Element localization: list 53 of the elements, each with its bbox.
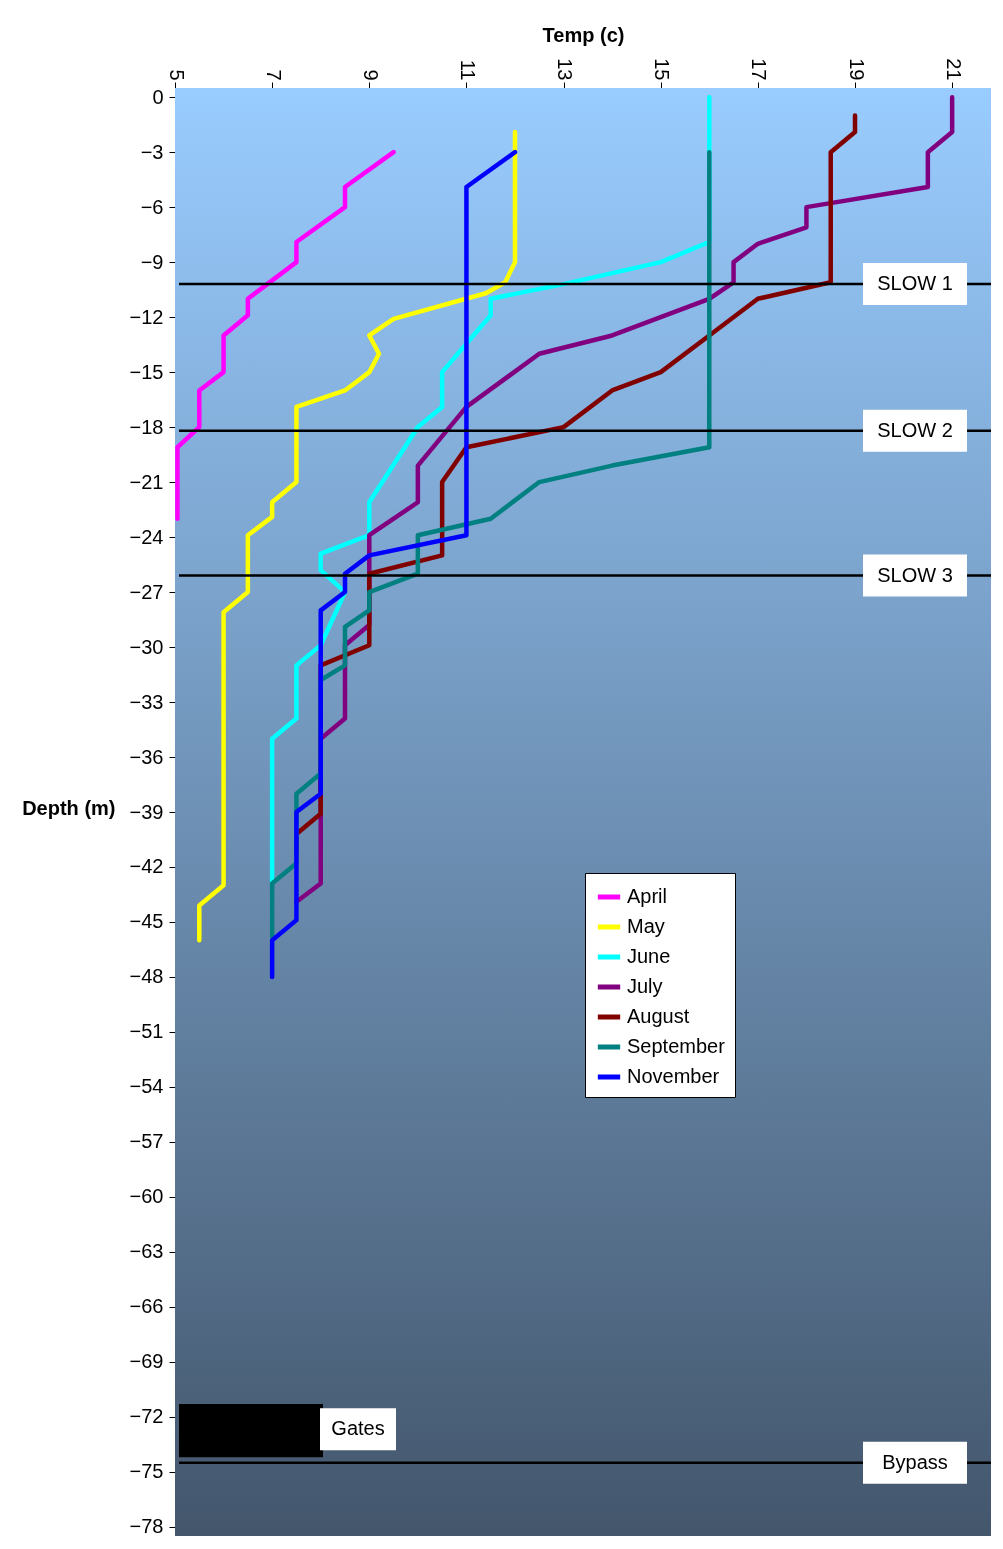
y-tick-label: −60 <box>129 1185 164 1208</box>
x-tick-label: 15 <box>651 58 674 81</box>
y-tick-label: −3 <box>140 140 164 163</box>
legend-label: May <box>627 915 665 937</box>
legend-label: November <box>627 1065 720 1087</box>
legend-label: April <box>627 885 668 907</box>
y-axis-title: Depth (m) <box>22 796 116 819</box>
ref-line-label: SLOW 1 <box>877 272 953 295</box>
ref-line-label: SLOW 3 <box>877 563 953 586</box>
y-tick-label: −69 <box>129 1350 164 1373</box>
x-tick-label: 11 <box>456 59 479 81</box>
y-tick-label: −51 <box>129 1020 164 1043</box>
y-tick-label: 0 <box>152 85 164 108</box>
x-tick-label: 17 <box>748 58 771 81</box>
y-tick-label: −27 <box>129 580 164 603</box>
y-tick-label: −63 <box>129 1240 164 1263</box>
legend-label: July <box>627 975 663 997</box>
x-tick-label: 5 <box>165 69 188 81</box>
y-tick-label: −24 <box>129 525 164 548</box>
line-series <box>269 149 518 980</box>
x-tick-label: 21 <box>942 58 965 81</box>
y-tick-label: −75 <box>129 1460 164 1483</box>
y-tick-label: −9 <box>140 250 164 273</box>
legend-label: August <box>627 1005 690 1027</box>
y-tick-label: −57 <box>129 1130 164 1153</box>
y-tick-label: −66 <box>129 1295 164 1318</box>
y-tick-label: −6 <box>140 195 164 218</box>
x-tick-label: 7 <box>262 69 285 81</box>
y-tick-label: −39 <box>129 800 164 823</box>
y-tick-label: −78 <box>129 1515 164 1538</box>
x-tick-label: 9 <box>359 69 382 81</box>
y-tick-label: −54 <box>129 1075 164 1098</box>
x-tick-label: 13 <box>554 58 577 81</box>
ref-line-label: Bypass <box>882 1450 948 1473</box>
y-tick-label: −12 <box>129 305 164 328</box>
y-tick-label: −36 <box>129 745 164 768</box>
y-tick-label: −15 <box>129 360 164 383</box>
line-series <box>197 129 518 943</box>
y-tick-label: −33 <box>129 690 164 713</box>
line-series <box>175 149 396 521</box>
x-tick-label: 19 <box>845 58 868 81</box>
legend-label: June <box>627 945 671 967</box>
y-tick-label: −42 <box>129 855 164 878</box>
y-tick-label: −21 <box>129 470 164 493</box>
y-tick-label: −72 <box>129 1405 164 1428</box>
band-label: Gates <box>331 1417 385 1440</box>
x-axis-title: Temp (c) <box>542 24 625 47</box>
y-tick-label: −48 <box>129 965 164 988</box>
y-tick-label: −18 <box>129 415 164 438</box>
y-tick-label: −45 <box>129 910 164 933</box>
y-tick-label: −30 <box>129 635 164 658</box>
legend-label: September <box>627 1035 726 1057</box>
ref-line-label: SLOW 2 <box>877 418 953 441</box>
